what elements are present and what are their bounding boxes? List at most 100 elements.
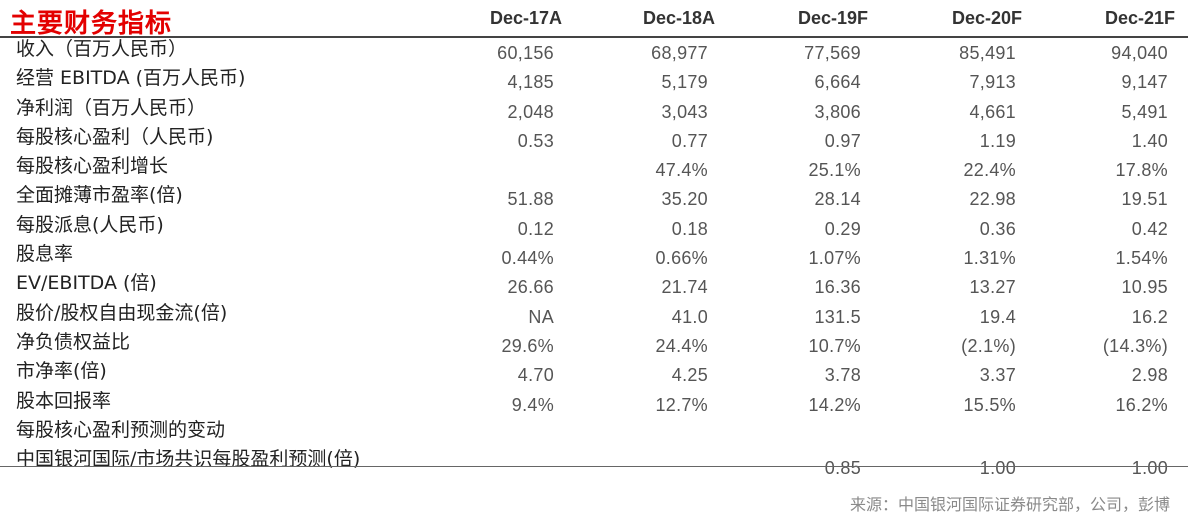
table-cell: 19.51 (1121, 189, 1168, 210)
row-label: 收入（百万人民币） (16, 38, 188, 60)
table-row: 净负债权益比 29.6% 24.4% 10.7% (2.1%) (14.3%) (0, 331, 1188, 360)
table-cell: 7,913 (969, 72, 1016, 93)
table-cell: 2.98 (1131, 365, 1168, 386)
table-cell: 0.66% (655, 248, 708, 269)
table-cell: (14.3%) (1102, 335, 1168, 356)
table-cell: 1.19 (979, 130, 1016, 151)
table-row: 每股核心盈利预测的变动 (0, 419, 1188, 448)
table-cell: 3.78 (824, 365, 861, 386)
row-label: 股息率 (16, 243, 74, 266)
table-row: 全面摊薄市盈率(倍) 51.88 35.20 28.14 22.98 19.51 (0, 184, 1188, 213)
table-cell: 68,977 (651, 43, 708, 63)
table-cell: 24.4% (655, 335, 708, 356)
table-cell: 0.44% (501, 248, 554, 269)
table-cell: 9.4% (511, 394, 554, 415)
table-cell: 6,664 (814, 72, 861, 93)
row-label: 全面摊薄市盈率(倍) (16, 184, 183, 207)
table-row: 经营 EBITDA (百万人民币) 4,185 5,179 6,664 7,91… (0, 67, 1188, 96)
table-cell: 1.40 (1131, 130, 1168, 151)
table-cell: 5,179 (661, 72, 708, 93)
table-cell: 0.77 (671, 130, 708, 151)
table-cell: 9,147 (1121, 72, 1168, 93)
table-cell: 94,040 (1111, 43, 1168, 63)
column-header: Dec-18A (642, 8, 715, 28)
table-cell: 0.36 (979, 218, 1016, 239)
table-cell: 1.31% (963, 248, 1016, 269)
column-header: Dec-19F (797, 8, 868, 28)
table-cell: 5,491 (1121, 101, 1168, 122)
table-row: 股价/股权自由现金流(倍) NA 41.0 131.5 19.4 16.2 (0, 302, 1188, 331)
table-cell: 3,806 (814, 101, 861, 122)
table-cell: 4,185 (507, 72, 554, 93)
table-row: 股本回报率 9.4% 12.7% 14.2% 15.5% 16.2% (0, 390, 1188, 419)
row-label: 市净率(倍) (16, 360, 107, 383)
financial-table: 收入（百万人民币） 60,156 68,977 77,569 85,491 94… (0, 38, 1188, 479)
table-row: 每股核心盈利增长 47.4% 25.1% 22.4% 17.8% (0, 155, 1188, 184)
table-row: 收入（百万人民币） 60,156 68,977 77,569 85,491 94… (0, 38, 1188, 67)
table-cell: 35.20 (661, 189, 708, 210)
table-row: 每股派息(人民币) 0.12 0.18 0.29 0.36 0.42 (0, 214, 1188, 243)
table-cell: 22.98 (969, 189, 1016, 210)
table-cell: 0.18 (671, 218, 708, 239)
table-cell: 131.5 (814, 306, 861, 327)
column-header: Dec-21F (1104, 8, 1175, 28)
row-label: 净负债权益比 (16, 330, 131, 353)
table-row: 股息率 0.44% 0.66% 1.07% 1.31% 1.54% (0, 243, 1188, 272)
table-cell: 0.53 (517, 130, 554, 151)
table-cell: 77,569 (804, 43, 861, 63)
table-cell: 4,661 (969, 101, 1016, 122)
row-label: 每股核心盈利预测的变动 (16, 418, 226, 441)
column-header: Dec-20F (951, 8, 1022, 28)
table-bottom-divider (0, 466, 1188, 467)
row-label: 中国银河国际/市场共识每股盈利预测(倍) (16, 448, 361, 471)
table-cell: 15.5% (963, 394, 1016, 415)
row-label: 经营 EBITDA (百万人民币) (16, 67, 246, 90)
table-cell: 22.4% (963, 160, 1016, 181)
table-cell: 85,491 (959, 43, 1016, 63)
table-cell: 4.70 (517, 365, 554, 386)
table-cell: 60,156 (497, 43, 554, 63)
table-row: EV/EBITDA (倍) 26.66 21.74 16.36 13.27 10… (0, 272, 1188, 301)
source-note: 来源：中国银河国际证券研究部，公司，彭博 (849, 495, 1170, 514)
row-label: 每股核心盈利增长 (16, 155, 169, 178)
table-cell: 1.07% (808, 248, 861, 269)
table-cell: 14.2% (808, 394, 861, 415)
table-cell: 3.37 (979, 365, 1016, 386)
table-cell: 3,043 (661, 101, 708, 122)
table-cell: 16.2 (1131, 306, 1168, 327)
table-cell: 1.00 (1131, 458, 1168, 479)
table-row: 净利润（百万人民币） 2,048 3,043 3,806 4,661 5,491 (0, 97, 1188, 126)
table-cell: 16.2% (1115, 394, 1168, 415)
table-cell: 10.7% (808, 335, 861, 356)
table-cell: 28.14 (814, 189, 861, 210)
table-cell: 47.4% (655, 160, 708, 181)
table-cell: 13.27 (969, 277, 1016, 298)
table-cell: 0.12 (517, 218, 554, 239)
row-label: 净利润（百万人民币） (16, 96, 207, 119)
table-cell: 1.54% (1115, 248, 1168, 269)
table-cell: 19.4 (979, 306, 1016, 327)
table-row: 中国银河国际/市场共识每股盈利预测(倍) 0.85 1.00 1.00 (0, 448, 1188, 479)
table-cell: 41.0 (671, 306, 708, 327)
table-cell: NA (528, 306, 554, 327)
page-title: 主要财务指标 (10, 9, 173, 39)
row-label: 股价/股权自由现金流(倍) (16, 301, 228, 324)
table-cell: 29.6% (501, 335, 554, 356)
row-label: 每股核心盈利（人民币) (16, 125, 214, 148)
row-label: 每股派息(人民币) (16, 213, 164, 236)
table-cell: 10.95 (1121, 277, 1168, 298)
header-divider (0, 36, 1188, 38)
table-row: 每股核心盈利（人民币) 0.53 0.77 0.97 1.19 1.40 (0, 126, 1188, 155)
row-label: 股本回报率 (16, 389, 112, 412)
table-cell: 4.25 (671, 365, 708, 386)
table-cell: 0.42 (1131, 218, 1168, 239)
table-cell: 0.29 (824, 218, 861, 239)
table-cell: 17.8% (1115, 160, 1168, 181)
table-cell: 0.97 (824, 130, 861, 151)
table-cell: 1.00 (979, 458, 1016, 479)
table-cell: 21.74 (661, 277, 708, 298)
table-cell: 26.66 (507, 277, 554, 298)
row-label: EV/EBITDA (倍) (16, 272, 157, 295)
table-row: 市净率(倍) 4.70 4.25 3.78 3.37 2.98 (0, 360, 1188, 389)
table-cell: (2.1%) (961, 335, 1016, 356)
